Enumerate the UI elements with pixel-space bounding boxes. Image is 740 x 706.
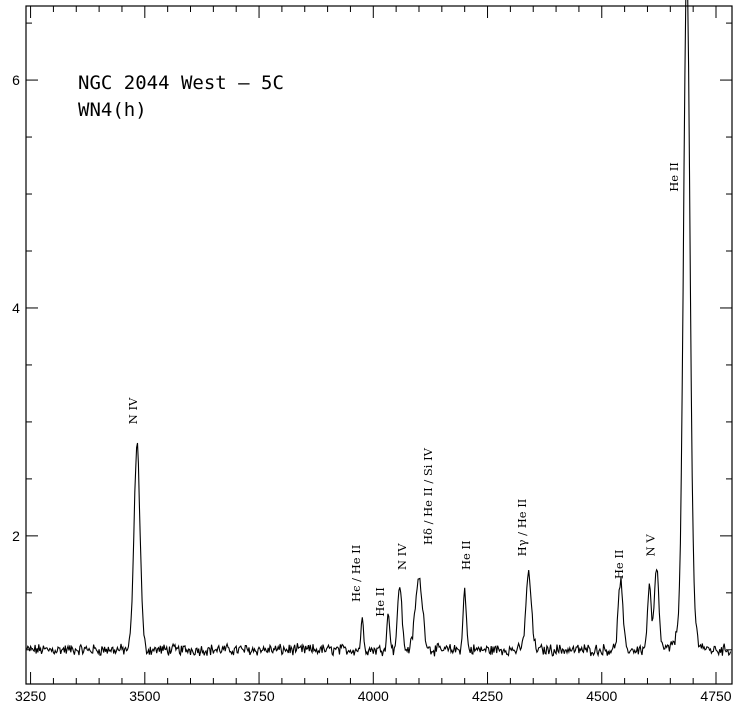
x-tick-label: 4000 <box>358 688 389 704</box>
plot-frame <box>25 5 733 685</box>
axis-ticks <box>26 6 732 684</box>
chart-title-line-2: WN4(h) <box>78 99 147 121</box>
line-label: He II <box>373 587 387 617</box>
line-label: Hγ / He II <box>515 499 529 557</box>
line-annotations: N IV Hϵ / He II He II N IV Hδ / He II / Si I… <box>126 162 681 617</box>
line-label: Hϵ / He II <box>349 545 363 602</box>
x-tick-label: 4250 <box>472 688 503 704</box>
y-tick-label: 6 <box>12 72 20 88</box>
line-label: He II <box>612 550 626 580</box>
x-tick-label: 4750 <box>700 688 731 704</box>
x-tick-label: 3500 <box>129 688 160 704</box>
line-label: He II <box>667 162 681 192</box>
line-label: N IV <box>395 543 409 570</box>
line-label: N V <box>643 534 657 557</box>
x-tick-label: 3750 <box>243 688 274 704</box>
x-tick-label: 4500 <box>586 688 617 704</box>
y-tick-label: 2 <box>12 528 20 544</box>
chart-title-line-1: NGC 2044 West – 5C <box>78 72 284 94</box>
x-tick-label: 3250 <box>15 688 46 704</box>
axis-tick-labels: 3250 3500 3750 4000 4250 4500 4750 2 4 6 <box>12 72 732 704</box>
line-label: He II <box>459 540 473 570</box>
line-label: Hδ / He II / Si IV <box>421 447 435 545</box>
spectrum-line <box>26 0 732 658</box>
line-label: N IV <box>126 397 140 424</box>
y-tick-label: 4 <box>12 300 20 316</box>
